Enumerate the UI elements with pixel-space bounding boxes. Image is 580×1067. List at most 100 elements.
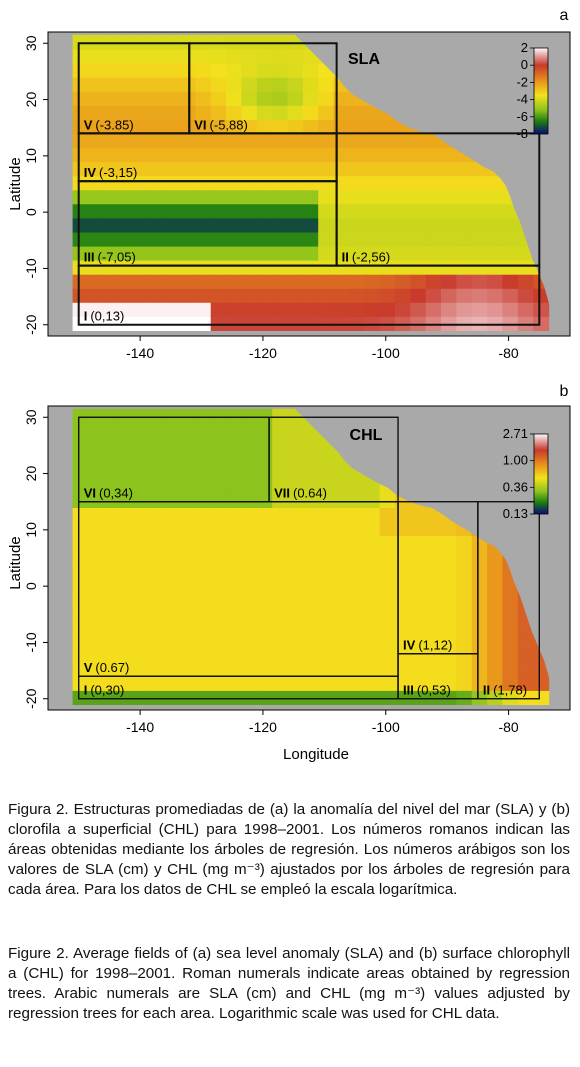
- field-cell: [103, 288, 120, 303]
- field-cell: [164, 175, 181, 191]
- field-cell: [272, 274, 289, 289]
- figure-panels: a I (0,13)II (-2,56)III (-7,05)IV (-3,15)V (-…: [7, 7, 571, 763]
- field-cell: [441, 563, 457, 579]
- field-cell: [272, 451, 289, 466]
- field-cell: [272, 161, 289, 177]
- field-cell: [149, 577, 166, 593]
- field-cell: [502, 662, 519, 677]
- field-cell: [487, 217, 504, 233]
- field-cell: [164, 535, 181, 551]
- field-cell: [272, 521, 289, 537]
- field-cell: [333, 690, 350, 705]
- field-cell: [72, 619, 89, 635]
- field-cell: [210, 690, 227, 705]
- field-cell: [226, 676, 243, 691]
- field-cell: [287, 48, 304, 64]
- field-cell: [517, 634, 534, 649]
- field-cell: [318, 133, 335, 148]
- field-cell: [256, 316, 273, 331]
- field-cell: [287, 619, 304, 635]
- field-cell: [272, 549, 289, 565]
- field-cell: [72, 690, 89, 705]
- field-cell: [272, 133, 289, 148]
- field-cell: [302, 63, 319, 78]
- field-cell: [364, 634, 381, 649]
- field-cell: [72, 161, 89, 177]
- field-cell: [272, 619, 289, 635]
- field-cell: [164, 591, 181, 607]
- field-cell: [87, 175, 104, 191]
- field-cell: [502, 316, 519, 331]
- field-cell: [210, 422, 227, 438]
- field-cell: [302, 577, 319, 593]
- field-cell: [456, 260, 473, 275]
- field-cell: [241, 422, 258, 438]
- field-cell: [348, 690, 365, 705]
- field-cell: [395, 535, 411, 551]
- field-cell: [471, 260, 488, 275]
- field-cell: [118, 274, 135, 289]
- field-cell: [287, 676, 304, 691]
- field-cell: [456, 634, 473, 649]
- field-cell: [134, 408, 150, 424]
- field-cell: [226, 591, 243, 607]
- field-cell: [302, 288, 319, 303]
- field-cell: [379, 316, 396, 331]
- field-cell: [348, 217, 365, 233]
- field-cell: [333, 535, 350, 551]
- field-cell: [502, 217, 519, 233]
- field-cell: [164, 316, 181, 331]
- field-cell: [517, 662, 534, 677]
- field-cell: [302, 260, 319, 275]
- field-cell: [272, 437, 289, 452]
- field-cell: [226, 465, 243, 480]
- chl-colorbar: [533, 433, 549, 515]
- field-cell: [441, 690, 457, 705]
- field-cell: [379, 634, 396, 649]
- field-cell: [210, 316, 227, 331]
- field-cell: [195, 479, 212, 494]
- field-cell: [425, 231, 442, 247]
- region-value: (-7,05): [98, 250, 136, 265]
- field-cell: [487, 175, 504, 191]
- field-cell: [379, 260, 396, 275]
- field-cell: [287, 563, 304, 579]
- region-value: (-3,15): [99, 165, 137, 180]
- field-cell: [256, 549, 273, 565]
- caption-es-label: Figura 2.: [8, 801, 69, 818]
- field-cell: [318, 493, 335, 508]
- field-cell: [471, 549, 488, 565]
- field-cell: [302, 535, 319, 551]
- field-cell: [118, 63, 135, 78]
- field-cell: [87, 203, 104, 219]
- field-cell: [210, 161, 227, 177]
- field-cell: [72, 437, 89, 452]
- field-cell: [149, 662, 166, 677]
- field-cell: [348, 245, 365, 261]
- field-cell: [364, 316, 381, 331]
- field-cell: [272, 648, 289, 663]
- region-label-ii: II (-2,56): [342, 250, 391, 265]
- field-cell: [118, 105, 135, 120]
- field-cell: [87, 63, 104, 78]
- field-cell: [87, 437, 104, 452]
- field-cell: [287, 288, 304, 303]
- field-cell: [226, 231, 243, 247]
- field-cell: [364, 105, 381, 120]
- field-cell: [72, 48, 89, 64]
- x-tick-label: -100: [372, 345, 400, 361]
- field-cell: [134, 63, 150, 78]
- field-cell: [302, 619, 319, 635]
- field-cell: [210, 189, 227, 205]
- field-cell: [287, 189, 304, 205]
- field-cell: [134, 274, 150, 289]
- field-cell: [395, 563, 411, 579]
- field-cell: [195, 549, 212, 565]
- field-cell: [471, 690, 488, 705]
- field-cell: [425, 260, 442, 275]
- field-cell: [87, 549, 104, 565]
- region-numeral: V: [84, 660, 93, 675]
- field-cell: [164, 422, 181, 438]
- field-cell: [164, 63, 181, 78]
- field-cell: [195, 189, 212, 205]
